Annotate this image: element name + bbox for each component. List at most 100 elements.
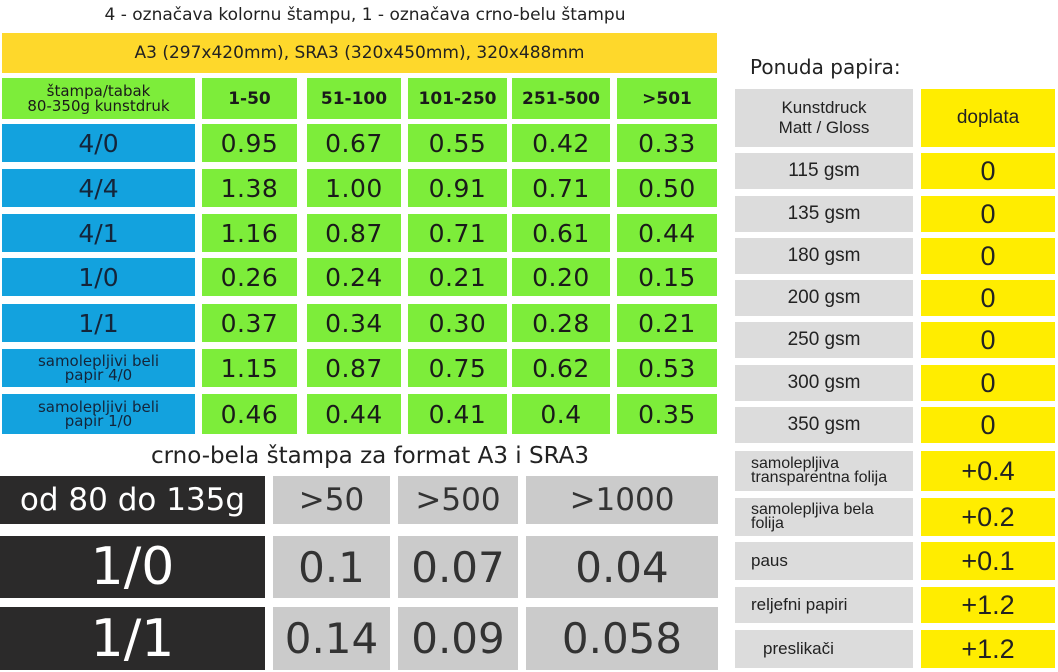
paper-offer-title: Ponuda papira: [750, 55, 901, 79]
bw-column-header: >1000 [526, 476, 718, 524]
paper-header-right: doplata [921, 89, 1055, 147]
price-cell: 0.21 [617, 304, 717, 342]
price-cell: 0.62 [512, 349, 610, 387]
column-header: 1-50 [202, 78, 297, 119]
row-label-line2: papir 4/0 [64, 366, 133, 384]
paper-name-line1: samolepljiva [751, 455, 840, 472]
bw-price-cell: 0.1 [273, 536, 390, 598]
paper-price: +1.2 [921, 587, 1055, 623]
bw-price-cell: 0.058 [526, 607, 718, 670]
row-label: 1/1 [2, 304, 195, 342]
row-label: samolepljivi beli papir 1/0 [2, 394, 195, 434]
row-label-line2: papir 1/0 [64, 412, 133, 430]
price-cell: 0.44 [307, 394, 401, 434]
price-cell: 0.35 [617, 394, 717, 434]
price-cell: 1.00 [307, 169, 401, 207]
row-label-line1: samolepljivi beli [37, 352, 160, 370]
paper-name-line2: transparentna folija [751, 469, 888, 486]
paper-header-left: Kunstdruck Matt / Gloss [735, 89, 913, 147]
price-cell: 0.21 [408, 258, 507, 296]
column-header: >501 [617, 78, 717, 119]
bw-price-cell: 0.14 [273, 607, 390, 670]
paper-name: 135 gsm [735, 196, 913, 232]
price-cell: 0.50 [617, 169, 717, 207]
paper-price: +0.4 [921, 451, 1055, 491]
price-cell: 0.15 [617, 258, 717, 296]
price-cell: 0.61 [512, 214, 610, 252]
paper-name: 300 gsm [735, 365, 913, 401]
header-label-line2: 80-350g kunstdruk [27, 96, 170, 115]
paper-name: 250 gsm [735, 322, 913, 358]
print-legend: 4 - označava kolornu štampu, 1 - označav… [104, 5, 626, 25]
price-cell: 0.33 [617, 124, 717, 162]
bw-column-header: >50 [273, 476, 390, 524]
paper-name: preslikači [735, 630, 913, 668]
price-cell: 0.41 [408, 394, 507, 434]
paper-price: 0 [921, 365, 1055, 401]
price-cell: 0.55 [408, 124, 507, 162]
price-cell: 0.26 [202, 258, 297, 296]
paper-name-line1: samolepljiva bela [751, 501, 874, 518]
price-cell: 0.71 [512, 169, 610, 207]
price-cell: 0.95 [202, 124, 297, 162]
paper-header-line1: Kunstdruck [781, 98, 867, 117]
price-cell: 0.20 [512, 258, 610, 296]
bw-price-cell: 0.04 [526, 536, 718, 598]
paper-name: paus [735, 542, 913, 580]
price-cell: 0.75 [408, 349, 507, 387]
column-header: 251-500 [512, 78, 610, 119]
price-cell: 0.71 [408, 214, 507, 252]
paper-header-line2: Matt / Gloss [778, 118, 870, 137]
paper-name: samolepljiva bela folija [735, 498, 913, 536]
price-cell: 0.87 [307, 214, 401, 252]
price-cell: 1.38 [202, 169, 297, 207]
price-cell: 0.67 [307, 124, 401, 162]
paper-name-line2: folija [751, 515, 784, 532]
price-cell: 0.34 [307, 304, 401, 342]
price-cell: 0.44 [617, 214, 717, 252]
format-banner: A3 (297x420mm), SRA3 (320x450mm), 320x48… [2, 33, 717, 73]
row-label: 4/0 [2, 124, 195, 162]
price-cell: 0.4 [512, 394, 610, 434]
paper-name: 350 gsm [735, 407, 913, 443]
paper-name: reljefni papiri [735, 587, 913, 623]
paper-price: 0 [921, 196, 1055, 232]
row-label: samolepljivi beli papir 4/0 [2, 349, 195, 387]
bw-price-cell: 0.09 [398, 607, 518, 670]
price-cell: 0.37 [202, 304, 297, 342]
paper-price: 0 [921, 407, 1055, 443]
price-cell: 0.42 [512, 124, 610, 162]
bw-row-label: 1/0 [0, 536, 265, 598]
paper-price: +0.1 [921, 542, 1055, 580]
paper-price: 0 [921, 238, 1055, 274]
column-header: 51-100 [307, 78, 401, 119]
price-cell: 0.91 [408, 169, 507, 207]
row-label: 4/1 [2, 214, 195, 252]
paper-price: 0 [921, 153, 1055, 189]
bw-header-label: od 80 do 135g [0, 476, 265, 524]
price-cell: 0.24 [307, 258, 401, 296]
paper-name: 180 gsm [735, 238, 913, 274]
paper-price: 0 [921, 322, 1055, 358]
bw-price-cell: 0.07 [398, 536, 518, 598]
color-table-header-label: štampa/tabak 80-350g kunstdruk [2, 78, 195, 119]
header-label-line1: štampa/tabak [46, 81, 151, 100]
paper-price: 0 [921, 280, 1055, 316]
paper-name: 115 gsm [735, 153, 913, 189]
price-cell: 1.16 [202, 214, 297, 252]
bw-table-title: crno-bela štampa za format A3 i SRA3 [150, 443, 590, 469]
paper-price: +0.2 [921, 498, 1055, 536]
paper-price: +1.2 [921, 630, 1055, 668]
price-cell: 0.87 [307, 349, 401, 387]
bw-row-label: 1/1 [0, 607, 265, 670]
price-cell: 0.46 [202, 394, 297, 434]
row-label: 1/0 [2, 258, 195, 296]
bw-column-header: >500 [398, 476, 518, 524]
price-cell: 0.30 [408, 304, 507, 342]
price-cell: 0.28 [512, 304, 610, 342]
price-cell: 1.15 [202, 349, 297, 387]
price-cell: 0.53 [617, 349, 717, 387]
column-header: 101-250 [408, 78, 507, 119]
paper-name: samolepljiva transparentna folija [735, 451, 913, 491]
row-label: 4/4 [2, 169, 195, 207]
